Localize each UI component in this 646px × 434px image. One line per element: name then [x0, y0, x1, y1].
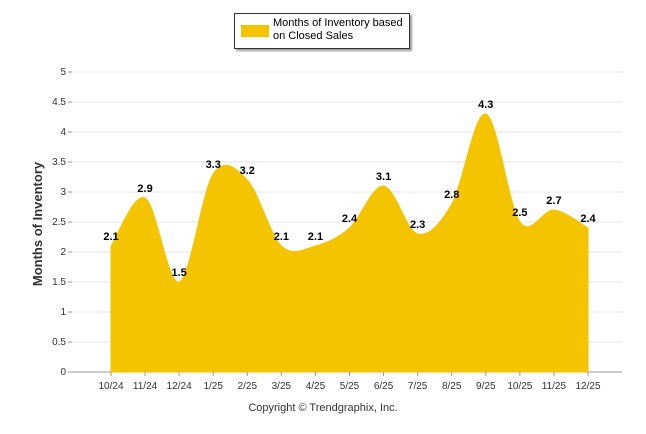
data-label: 1.5 — [171, 267, 186, 279]
data-labels: 2.1 2.9 1.5 3.3 3.2 2.1 2.1 2.4 3.1 2.3 2.8 4.3 2.5 2… — [103, 99, 596, 279]
y-tick-label: 2.5 — [52, 217, 66, 228]
y-tick-label: 4.5 — [52, 97, 66, 108]
x-tick-label: 11/24 — [133, 381, 158, 392]
data-label: 3.1 — [376, 171, 391, 183]
x-tick-label: 12/25 — [575, 381, 600, 392]
x-tick-label: 11/25 — [542, 381, 567, 392]
y-tick-label: 2 — [60, 247, 66, 258]
data-label: 2.7 — [546, 195, 561, 207]
x-tick-label: 1/25 — [203, 381, 223, 392]
y-tick-label: 1.5 — [52, 277, 66, 288]
data-label: 2.1 — [103, 231, 118, 243]
x-tick-label: 3/25 — [272, 381, 292, 392]
data-label: 2.4 — [342, 213, 358, 225]
y-tick-label: 0.5 — [52, 337, 66, 348]
x-tick-label: 10/25 — [507, 381, 532, 392]
legend: Months of Inventory based on Closed Sale… — [234, 13, 410, 49]
y-tick-label: 0 — [60, 367, 66, 378]
data-label: 2.4 — [580, 213, 596, 225]
x-tick-label: 2/25 — [238, 381, 258, 392]
legend-swatch — [241, 25, 269, 37]
data-label: 2.8 — [444, 189, 459, 201]
y-axis: 0 0.5 1 1.5 2 2.5 3 3.5 4 4.5 5 — [52, 67, 66, 378]
data-label: 4.3 — [478, 99, 493, 111]
series-area — [110, 113, 589, 373]
legend-label: Months of Inventory based on Closed Sale… — [273, 17, 403, 42]
x-tick-label: 9/25 — [476, 381, 496, 392]
x-tick-label: 7/25 — [408, 381, 428, 392]
data-label: 2.1 — [308, 231, 323, 243]
x-tick-label: 12/24 — [167, 381, 192, 392]
data-label: 2.1 — [274, 231, 289, 243]
data-label: 2.9 — [137, 183, 152, 195]
x-tick-label: 4/25 — [306, 381, 326, 392]
x-tick-label: 6/25 — [374, 381, 394, 392]
y-tick-label: 3.5 — [52, 157, 66, 168]
y-tick-label: 4 — [60, 127, 66, 138]
data-label: 2.3 — [410, 219, 425, 231]
x-tick-label: 5/25 — [340, 381, 360, 392]
copyright-text: Copyright © Trendgraphix, Inc. — [248, 402, 398, 414]
y-tick-label: 1 — [60, 307, 66, 318]
y-tick-label: 3 — [60, 187, 66, 198]
x-tick-label: 8/25 — [442, 381, 462, 392]
y-tick-label: 5 — [60, 67, 66, 78]
x-tick-label: 10/24 — [98, 381, 123, 392]
area-series — [110, 113, 589, 373]
data-label: 3.2 — [240, 165, 255, 177]
x-axis: 10/24 11/24 12/24 1/25 2/25 3/25 4/25 5/25 6/25 7… — [98, 372, 601, 392]
data-label: 2.5 — [512, 207, 527, 219]
data-label: 3.3 — [206, 159, 221, 171]
y-axis-title: Months of Inventory — [30, 161, 45, 286]
